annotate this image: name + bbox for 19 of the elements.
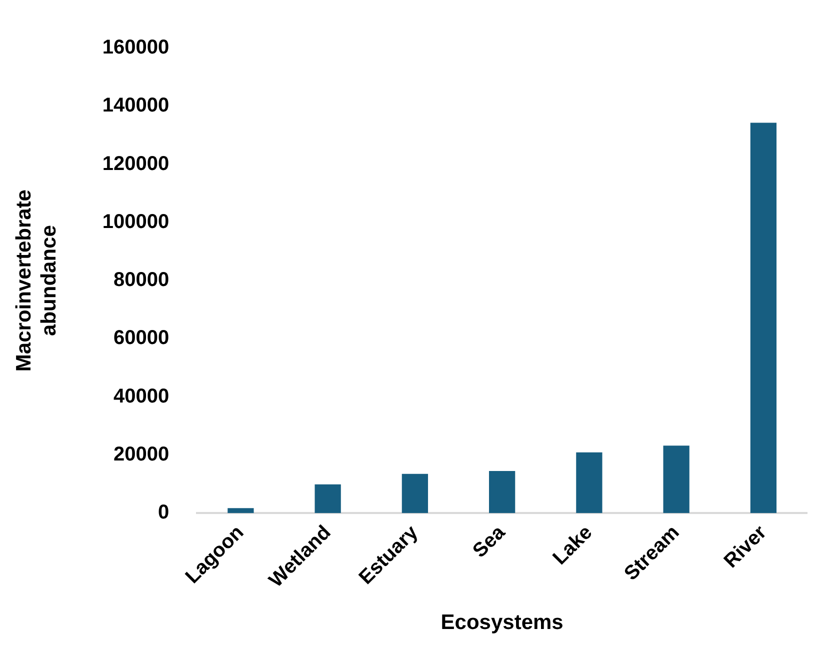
y-tick-label: 0 (158, 502, 170, 524)
bar (750, 122, 777, 514)
bar (663, 446, 690, 514)
x-tick-label: Sea (468, 520, 510, 562)
y-tick-label: 60000 (114, 327, 170, 350)
bar (402, 474, 428, 514)
y-tick-label: 140000 (102, 94, 170, 117)
y-tick-label: 20000 (114, 443, 170, 466)
bar (576, 452, 602, 514)
bar (228, 508, 254, 514)
y-tick-label: 40000 (114, 385, 170, 408)
bar (489, 470, 516, 514)
y-tick-label: 80000 (114, 269, 170, 292)
y-axis-title: Macroinvertebrate abundance (12, 190, 61, 372)
y-tick-label: 120000 (102, 152, 170, 175)
y-tick-label: 160000 (102, 36, 170, 59)
x-axis-title: Ecosystems (440, 611, 564, 634)
y-tick-label: 100000 (102, 210, 170, 233)
bar (314, 484, 341, 514)
